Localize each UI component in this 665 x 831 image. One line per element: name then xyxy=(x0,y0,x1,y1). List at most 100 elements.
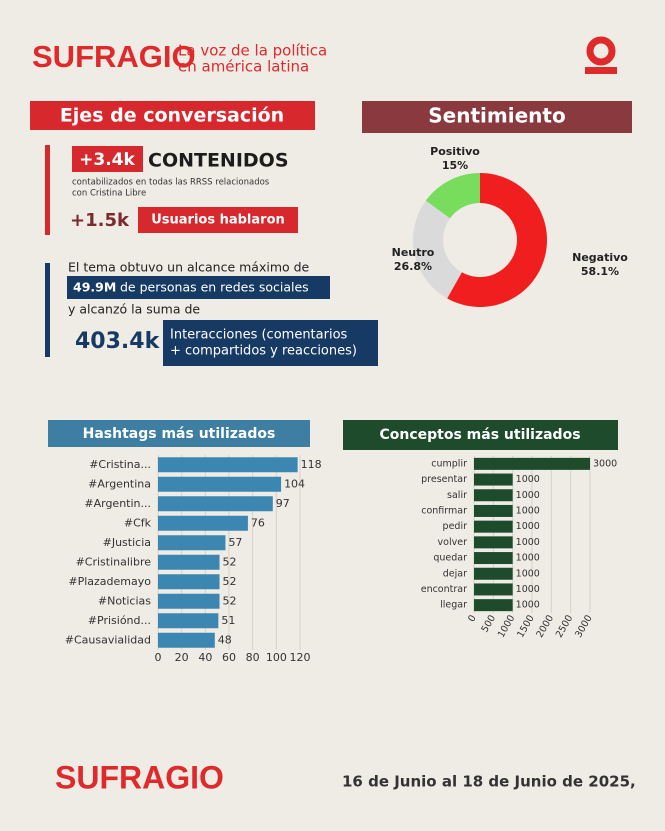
value-label: 52 xyxy=(223,575,237,588)
y-tick-label: llegar xyxy=(440,600,467,611)
section-title: Ejes de conversación xyxy=(60,105,284,127)
value-label: 118 xyxy=(301,458,322,471)
tagline: La voz de la política xyxy=(178,42,327,60)
y-tick-label: dejar xyxy=(443,568,467,579)
tagline: en américa latina xyxy=(178,58,309,76)
value-label: 104 xyxy=(284,477,305,490)
reach-label: de personas en redes sociales xyxy=(120,280,309,295)
reach-value: 49.9M xyxy=(73,280,116,295)
chart-title: Conceptos más utilizados xyxy=(379,427,580,443)
footer-brand: SUFRAGIO xyxy=(55,759,224,795)
y-tick-label: #Prisiónd... xyxy=(88,614,151,627)
bar xyxy=(474,489,513,502)
x-tick-label: 120 xyxy=(290,651,311,664)
stat-note: con Cristina Libre xyxy=(72,189,146,199)
y-tick-label: #Noticias xyxy=(98,594,151,607)
y-tick-label: #Cfk xyxy=(124,516,152,529)
y-tick-label: #Plazademayo xyxy=(68,575,151,588)
x-tick-label: 20 xyxy=(175,651,189,664)
bar xyxy=(158,496,273,512)
interactions-label: + compartidos y reacciones) xyxy=(170,344,357,359)
slice-label: Positivo xyxy=(430,145,480,158)
bar xyxy=(158,574,220,590)
section-banner xyxy=(362,101,632,133)
y-tick-label: #Cristinalibre xyxy=(76,555,152,568)
value-label: 51 xyxy=(221,614,235,627)
y-tick-label: #Causavialidad xyxy=(65,633,151,646)
stat-box xyxy=(138,207,298,233)
stat-value: +1.5k xyxy=(70,210,130,231)
accent-bar xyxy=(45,145,50,235)
y-tick-label: volver xyxy=(438,537,468,548)
interactions-value: 403.4k xyxy=(75,329,161,354)
stat-value: +3.4k xyxy=(79,150,135,170)
bar xyxy=(158,554,220,570)
y-tick-label: #Argentin... xyxy=(84,497,151,510)
value-label: 57 xyxy=(228,536,242,549)
bar xyxy=(158,457,298,473)
section-banner xyxy=(343,420,618,450)
slice-value: 58.1% xyxy=(581,265,619,278)
reach-intro: El tema obtuvo un alcance máximo de xyxy=(68,260,310,275)
brand-icon xyxy=(585,36,617,74)
donut-slice xyxy=(447,173,547,307)
section-banner xyxy=(30,101,315,130)
sum-intro: y alcanzó la suma de xyxy=(68,302,200,317)
y-tick-label: #Justicia xyxy=(103,536,151,549)
value-label: 76 xyxy=(251,516,265,529)
y-tick-label: quedar xyxy=(433,553,467,564)
bar xyxy=(158,613,219,629)
bar xyxy=(474,536,513,549)
bar xyxy=(158,535,226,551)
slice-value: 26.8% xyxy=(394,260,432,273)
value-label: 52 xyxy=(223,594,237,607)
x-tick-label: 80 xyxy=(246,651,260,664)
value-label: 1000 xyxy=(516,490,540,501)
footer-date: 16 de Junio al 18 de Junio de 2025, xyxy=(342,773,636,791)
y-tick-label: #Cristina... xyxy=(89,458,151,471)
value-label: 1000 xyxy=(516,568,540,579)
stat-label: Usuarios hablaron xyxy=(151,213,285,228)
bar xyxy=(158,515,248,531)
brand-logo: SUFRAGIO xyxy=(32,39,196,74)
slice-value: 15% xyxy=(442,159,468,172)
chart-title: Hashtags más utilizados xyxy=(83,426,276,442)
stat-note: contabilizados en todas las RRSS relacio… xyxy=(72,178,270,188)
value-label: 3000 xyxy=(593,458,617,469)
value-label: 97 xyxy=(276,497,290,510)
value-label: 1000 xyxy=(516,521,540,532)
value-label: 1000 xyxy=(516,553,540,564)
value-label: 1000 xyxy=(516,600,540,611)
stat-label: CONTENIDOS xyxy=(148,150,289,172)
y-tick-label: confirmar xyxy=(421,505,467,516)
x-tick-label: 100 xyxy=(266,651,287,664)
chart-title: Sentimiento xyxy=(428,104,565,128)
slice-label: Negativo xyxy=(572,251,628,264)
y-tick-label: encontrar xyxy=(421,584,467,595)
bar xyxy=(474,552,513,565)
x-tick-label: 60 xyxy=(222,651,236,664)
bar xyxy=(474,520,513,533)
bar xyxy=(158,593,220,609)
bar xyxy=(158,476,282,492)
y-tick-label: #Argentina xyxy=(88,477,151,490)
bar xyxy=(474,504,513,517)
bar xyxy=(474,567,513,580)
stat-box xyxy=(72,146,143,172)
value-label: 1000 xyxy=(516,505,540,516)
interactions-label: Interacciones (comentarios xyxy=(170,328,348,343)
bar xyxy=(474,583,513,596)
accent-bar xyxy=(45,263,50,357)
value-label: 48 xyxy=(218,633,232,646)
value-label: 1000 xyxy=(516,537,540,548)
x-tick-label: 0 xyxy=(466,613,479,624)
section-banner xyxy=(48,420,310,447)
donut-slice xyxy=(425,173,480,219)
x-tick-label: 0 xyxy=(155,651,162,664)
reach-box xyxy=(67,276,330,299)
x-tick-label: 40 xyxy=(198,651,212,664)
y-tick-label: salir xyxy=(447,490,467,501)
bar xyxy=(474,473,513,486)
